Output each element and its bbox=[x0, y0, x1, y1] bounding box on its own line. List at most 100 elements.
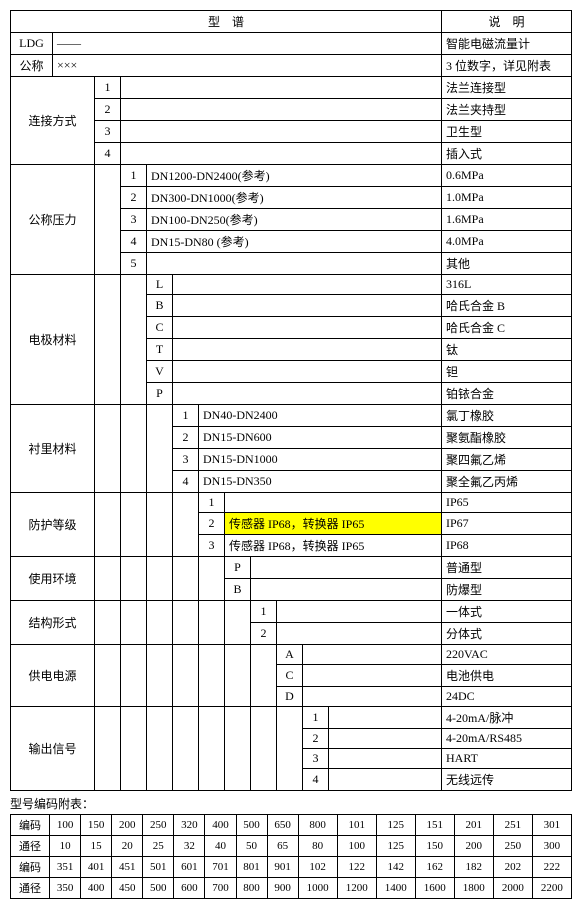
appendix-cell: 800 bbox=[298, 815, 337, 836]
environment-code-1: B bbox=[225, 579, 251, 601]
appendix-cell: 2000 bbox=[493, 878, 532, 899]
connection-code-3: 4 bbox=[95, 143, 121, 165]
connection-desc-3: 插入式 bbox=[442, 143, 572, 165]
connection-desc-0: 法兰连接型 bbox=[442, 77, 572, 99]
appendix-cell: 200 bbox=[454, 836, 493, 857]
lining-desc-2: 聚四氟乙烯 bbox=[442, 449, 572, 471]
lining-val-0: DN40-DN2400 bbox=[199, 405, 442, 427]
structure-code-1: 2 bbox=[251, 623, 277, 645]
appendix-cell: 142 bbox=[376, 857, 415, 878]
appendix-cell: 100 bbox=[337, 836, 376, 857]
appendix-cell: 101 bbox=[337, 815, 376, 836]
appendix-cell: 501 bbox=[143, 857, 174, 878]
power-label: 供电电源 bbox=[11, 645, 95, 707]
header-desc: 说 明 bbox=[442, 11, 572, 33]
appendix-cell: 102 bbox=[298, 857, 337, 878]
appendix-cell: 350 bbox=[50, 878, 81, 899]
appendix-cell: 301 bbox=[532, 815, 571, 836]
appendix-cell: 800 bbox=[236, 878, 267, 899]
output-desc-0: 4-20mA/脉冲 bbox=[442, 707, 572, 729]
connection-desc-2: 卫生型 bbox=[442, 121, 572, 143]
output-code-2: 3 bbox=[303, 749, 329, 769]
lining-val-3: DN15-DN350 bbox=[199, 471, 442, 493]
appendix-cell: 1400 bbox=[376, 878, 415, 899]
electrode-code-5: P bbox=[147, 383, 173, 405]
appendix-cell: 201 bbox=[454, 815, 493, 836]
lining-val-1: DN15-DN600 bbox=[199, 427, 442, 449]
appendix-cell: 182 bbox=[454, 857, 493, 878]
environment-desc-0: 普通型 bbox=[442, 557, 572, 579]
power-desc-2: 24DC bbox=[442, 687, 572, 707]
appendix-cell: 150 bbox=[415, 836, 454, 857]
appendix-cell: 200 bbox=[112, 815, 143, 836]
appendix-header-code2: 编码 bbox=[11, 857, 50, 878]
lining-desc-3: 聚全氟乙丙烯 bbox=[442, 471, 572, 493]
appendix-header-dia: 通径 bbox=[11, 836, 50, 857]
output-code-1: 2 bbox=[303, 729, 329, 749]
protection-val-2: 传感器 IP68，转换器 IP65 bbox=[225, 535, 442, 557]
appendix-cell: 1800 bbox=[454, 878, 493, 899]
output-label: 输出信号 bbox=[11, 707, 95, 791]
appendix-cell: 32 bbox=[174, 836, 205, 857]
pressure-val-3: DN15-DN80 (参考) bbox=[147, 231, 442, 253]
electrode-code-0: L bbox=[147, 275, 173, 295]
lining-code-0: 1 bbox=[173, 405, 199, 427]
appendix-cell: 1000 bbox=[298, 878, 337, 899]
pressure-code-4: 5 bbox=[121, 253, 147, 275]
appendix-cell: 600 bbox=[174, 878, 205, 899]
output-desc-2: HART bbox=[442, 749, 572, 769]
appendix-cell: 500 bbox=[236, 815, 267, 836]
spec-table: 型 谱 说 明 LDG —— 智能电磁流量计 公称 ××× 3 位数字，详见附表… bbox=[10, 10, 572, 791]
protection-desc-2: IP68 bbox=[442, 535, 572, 557]
protection-val-1: 传感器 IP68，转换器 IP65 bbox=[225, 513, 442, 535]
pressure-desc-4: 其他 bbox=[442, 253, 572, 275]
pressure-code-2: 3 bbox=[121, 209, 147, 231]
nominal-value: ××× bbox=[53, 55, 442, 77]
appendix-cell: 20 bbox=[112, 836, 143, 857]
electrode-label: 电极材料 bbox=[11, 275, 95, 405]
appendix-cell: 400 bbox=[81, 878, 112, 899]
appendix-cell: 401 bbox=[81, 857, 112, 878]
lining-val-2: DN15-DN1000 bbox=[199, 449, 442, 471]
power-code-2: D bbox=[277, 687, 303, 707]
appendix-cell: 250 bbox=[143, 815, 174, 836]
protection-desc-1: IP67 bbox=[442, 513, 572, 535]
electrode-desc-3: 钛 bbox=[442, 339, 572, 361]
pressure-code-0: 1 bbox=[121, 165, 147, 187]
appendix-cell: 901 bbox=[267, 857, 298, 878]
appendix-cell: 1200 bbox=[337, 878, 376, 899]
connection-code-2: 3 bbox=[95, 121, 121, 143]
electrode-code-3: T bbox=[147, 339, 173, 361]
power-desc-0: 220VAC bbox=[442, 645, 572, 665]
appendix-cell: 125 bbox=[376, 815, 415, 836]
appendix-cell: 351 bbox=[50, 857, 81, 878]
appendix-cell: 1600 bbox=[415, 878, 454, 899]
electrode-code-4: V bbox=[147, 361, 173, 383]
connection-desc-1: 法兰夹持型 bbox=[442, 99, 572, 121]
protection-desc-0: IP65 bbox=[442, 493, 572, 513]
ldg-desc: 智能电磁流量计 bbox=[442, 33, 572, 55]
environment-desc-1: 防爆型 bbox=[442, 579, 572, 601]
appendix-cell: 801 bbox=[236, 857, 267, 878]
appendix-cell: 601 bbox=[174, 857, 205, 878]
power-code-0: A bbox=[277, 645, 303, 665]
ldg-dash: —— bbox=[53, 33, 442, 55]
appendix-cell: 10 bbox=[50, 836, 81, 857]
appendix-cell: 65 bbox=[267, 836, 298, 857]
connection-code-0: 1 bbox=[95, 77, 121, 99]
electrode-code-2: C bbox=[147, 317, 173, 339]
appendix-cell: 251 bbox=[493, 815, 532, 836]
pressure-val-1: DN300-DN1000(参考) bbox=[147, 187, 442, 209]
environment-label: 使用环境 bbox=[11, 557, 95, 601]
appendix-cell: 701 bbox=[205, 857, 236, 878]
connection-code-1: 2 bbox=[95, 99, 121, 121]
appendix-cell: 150 bbox=[81, 815, 112, 836]
appendix-cell: 222 bbox=[532, 857, 571, 878]
pressure-val-4 bbox=[147, 253, 442, 275]
appendix-cell: 122 bbox=[337, 857, 376, 878]
appendix-cell: 100 bbox=[50, 815, 81, 836]
protection-label: 防护等级 bbox=[11, 493, 95, 557]
pressure-val-0: DN1200-DN2400(参考) bbox=[147, 165, 442, 187]
pressure-code-3: 4 bbox=[121, 231, 147, 253]
pressure-code-1: 2 bbox=[121, 187, 147, 209]
